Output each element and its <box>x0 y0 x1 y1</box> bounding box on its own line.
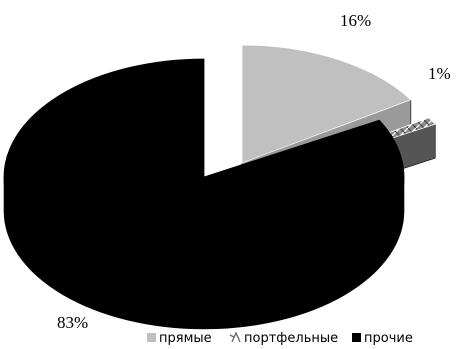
legend-item-pryamye: прямые <box>147 331 212 346</box>
legend-label-prochie: прочие <box>364 331 413 346</box>
slice-prochie <box>3 58 405 296</box>
slice-label-pryamye: 16% <box>340 11 371 30</box>
legend-item-prochie: прочие <box>352 331 413 346</box>
legend-label-portfelnye: портфельные <box>244 331 338 346</box>
legend-label-pryamye: прямые <box>159 331 212 346</box>
legend: прямые портфельные прочие <box>147 331 413 346</box>
legend-marker-portfelnye <box>229 331 241 343</box>
legend-item-portfelnye: портфельные <box>229 331 338 346</box>
legend-marker-pryamye <box>147 333 156 342</box>
slice-label-prochie: 83% <box>57 313 88 332</box>
slice-pryamye <box>241 44 412 164</box>
slice-label-portfelnye: 1% <box>428 64 451 83</box>
legend-marker-prochie <box>352 333 361 342</box>
pie-slices <box>3 44 436 330</box>
